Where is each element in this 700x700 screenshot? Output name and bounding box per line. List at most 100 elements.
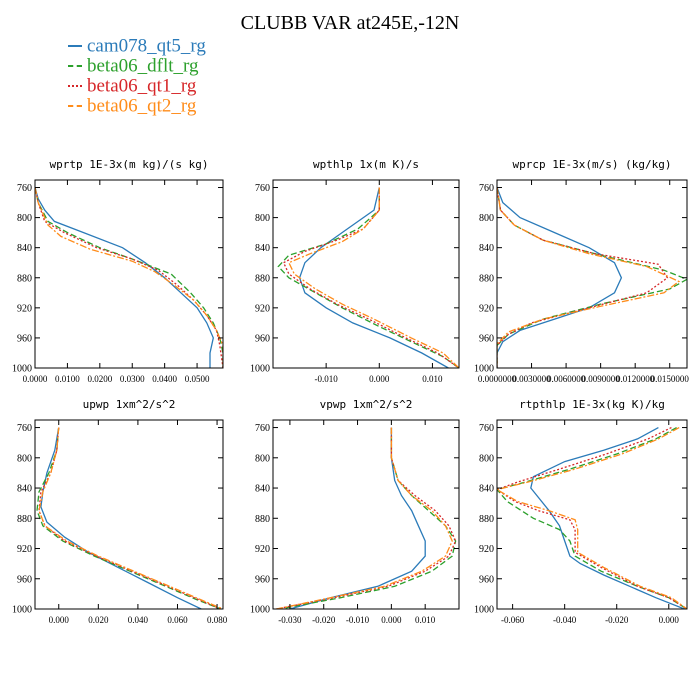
x-tick-label: 0.060 (167, 615, 188, 625)
y-tick-label: 1000 (12, 605, 32, 616)
y-tick-label: 760 (479, 183, 494, 194)
y-tick-label: 840 (17, 243, 32, 254)
plot-frame (34, 179, 224, 369)
y-tick-label: 760 (479, 423, 494, 434)
legend-label: cam078_qt5_rg (87, 35, 206, 57)
y-tick-label: 800 (17, 453, 32, 464)
subplot-title: wprcp 1E-3x(m/s) (kg/kg) (513, 158, 672, 171)
subplot: vpwp 1xm^2/s^2 760 800 840 880 920 960 1000 -0.0… (250, 398, 460, 625)
y-tick-label: 840 (479, 243, 494, 254)
x-tick-label: -0.030 (278, 615, 302, 625)
y-tick-label: 960 (479, 333, 494, 344)
subplot-title: rtpthlp 1E-3x(kg K)/kg (519, 398, 665, 411)
series-line-beta06_qt1_rg (276, 427, 457, 609)
series-group (36, 427, 223, 609)
plot-frame (34, 419, 224, 610)
x-tick-label: 0.0400 (152, 374, 177, 384)
y-tick-label: 880 (255, 273, 270, 284)
y-tick-label: 960 (17, 574, 32, 585)
y-tick-label: 1000 (250, 605, 270, 616)
series-line-cam078_qt5_rg (497, 187, 623, 368)
legend-swatch (68, 85, 82, 88)
series-line-beta06_dflt_rg (35, 187, 223, 368)
series-line-beta06_qt2_rg (276, 427, 453, 609)
x-tick-label: -0.060 (501, 615, 525, 625)
series-line-beta06_qt2_rg (35, 187, 223, 368)
y-tick-label: 800 (255, 213, 270, 224)
plot-frame (272, 419, 460, 610)
x-tick-label: 0.0200 (87, 374, 112, 384)
y-tick-label: 840 (255, 484, 270, 495)
plot-frame (496, 179, 688, 369)
x-tick-label: -0.010 (315, 374, 339, 384)
series-line-cam078_qt5_rg (40, 427, 202, 609)
x-tick-label: 0.080 (207, 615, 228, 625)
y-tick-label: 1000 (12, 364, 32, 375)
y-tick-label: 880 (255, 514, 270, 525)
subplot: wprcp 1E-3x(m/s) (kg/kg) 760 800 840 880 920 9… (474, 158, 689, 384)
series-line-beta06_dflt_rg (497, 427, 687, 609)
series-line-beta06_qt2_rg (497, 427, 687, 609)
series-line-cam078_qt5_rg (530, 427, 685, 609)
x-tick-label: 0.0100 (55, 374, 80, 384)
subplot: wprtp 1E-3x(m kg)/(s kg) 760 800 840 880 920 9… (12, 158, 224, 384)
plot-frame (496, 419, 688, 610)
series-group (35, 187, 223, 368)
legend-item: beta06_qt2_rg (68, 96, 206, 116)
series-line-beta06_qt1_rg (497, 427, 687, 609)
x-tick-label: 0.000 (659, 615, 680, 625)
x-tick-label: 0.0060000 (547, 374, 586, 384)
subplot: rtpthlp 1E-3x(kg K)/kg 760 800 840 880 920 960… (474, 398, 688, 625)
legend-label: beta06_dflt_rg (87, 55, 199, 77)
series-group (276, 427, 457, 609)
subplot-title: wpthlp 1x(m K)/s (313, 158, 419, 171)
series-group (497, 427, 687, 609)
y-tick-label: 760 (17, 183, 32, 194)
series-line-beta06_dflt_rg (277, 187, 459, 368)
subplot: upwp 1xm^2/s^2 760 800 840 880 920 960 1000 0.00… (12, 398, 228, 625)
y-tick-label: 960 (255, 333, 270, 344)
subplot-title: upwp 1xm^2/s^2 (83, 398, 176, 411)
series-line-cam078_qt5_rg (289, 427, 426, 609)
y-tick-label: 920 (17, 544, 32, 555)
x-tick-label: 0.010 (415, 615, 436, 625)
y-tick-label: 960 (255, 574, 270, 585)
x-tick-label: 0.0090000 (582, 374, 621, 384)
y-tick-label: 960 (17, 333, 32, 344)
subplot: wpthlp 1x(m K)/s 760 800 840 880 920 960 1000 -0… (250, 158, 460, 384)
x-tick-label: 0.0000 (23, 374, 48, 384)
y-tick-label: 760 (17, 423, 32, 434)
y-tick-label: 800 (479, 213, 494, 224)
x-tick-label: 0.020 (88, 615, 109, 625)
plot-frame (272, 179, 460, 369)
y-tick-label: 920 (255, 303, 270, 314)
y-tick-label: 1000 (474, 364, 494, 375)
series-group (277, 187, 459, 368)
x-tick-label: -0.040 (553, 615, 577, 625)
series-line-beta06_qt1_rg (38, 427, 222, 609)
y-tick-label: 880 (17, 514, 32, 525)
y-tick-label: 1000 (250, 364, 270, 375)
y-tick-label: 920 (479, 303, 494, 314)
x-tick-label: 0.0000000 (478, 374, 517, 384)
legend-item: cam078_qt5_rg (68, 36, 206, 56)
series-line-cam078_qt5_rg (35, 187, 214, 368)
y-tick-label: 760 (255, 423, 270, 434)
x-tick-label: 0.000 (369, 374, 390, 384)
x-tick-label: 0.010 (422, 374, 443, 384)
subplot-title: vpwp 1xm^2/s^2 (320, 398, 413, 411)
series-line-beta06_qt1_rg (282, 187, 459, 368)
y-tick-label: 800 (17, 213, 32, 224)
legend-swatch (68, 105, 82, 108)
y-tick-label: 920 (17, 303, 32, 314)
x-tick-label: 0.0500 (185, 374, 210, 384)
legend-label: beta06_qt2_rg (87, 95, 197, 117)
legend-label: beta06_qt1_rg (87, 75, 197, 97)
y-tick-label: 920 (479, 544, 494, 555)
series-group (497, 187, 687, 368)
series-line-beta06_qt2_rg (288, 187, 459, 368)
series-line-beta06_qt1_rg (35, 187, 223, 368)
series-line-beta06_qt1_rg (497, 187, 669, 368)
y-tick-label: 840 (17, 484, 32, 495)
y-tick-label: 840 (255, 243, 270, 254)
